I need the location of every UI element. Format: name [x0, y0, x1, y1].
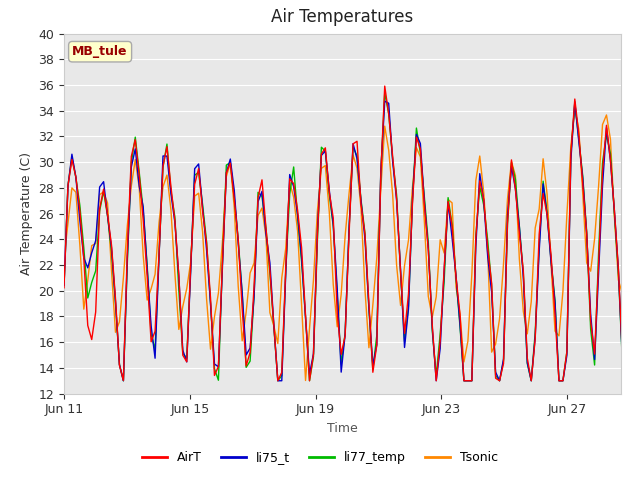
Title: Air Temperatures: Air Temperatures [271, 9, 413, 26]
Legend: AirT, li75_t, li77_temp, Tsonic: AirT, li75_t, li77_temp, Tsonic [138, 446, 502, 469]
X-axis label: Time: Time [327, 422, 358, 435]
Text: MB_tule: MB_tule [72, 45, 128, 58]
Y-axis label: Air Temperature (C): Air Temperature (C) [20, 152, 33, 275]
